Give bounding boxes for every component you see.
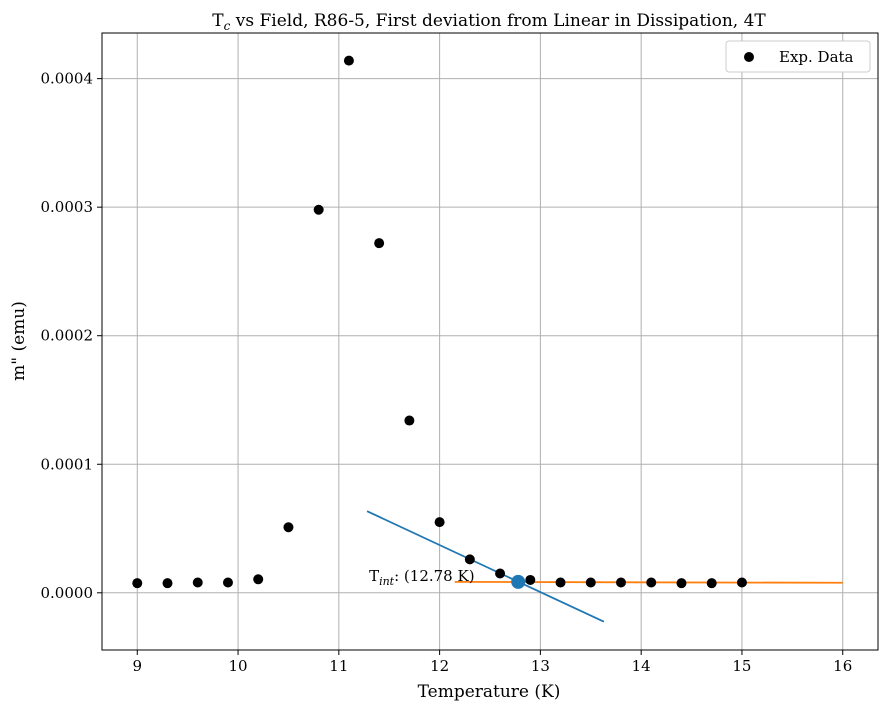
data-point <box>464 554 475 565</box>
data-point <box>555 577 566 588</box>
legend-label: Exp. Data <box>779 48 854 66</box>
data-point <box>676 578 687 589</box>
annotation-prefix: T <box>369 567 379 585</box>
y-tick-label: 0.0003 <box>41 198 94 216</box>
x-tick-label: 13 <box>531 657 550 675</box>
chart-title-subscript: c <box>224 19 231 33</box>
x-tick-label: 16 <box>833 657 852 675</box>
data-point <box>343 55 354 66</box>
data-point <box>313 204 324 215</box>
intersection-point <box>511 574 526 589</box>
data-point <box>434 517 445 528</box>
y-tick-label: 0.0000 <box>41 584 94 602</box>
plot-frame <box>101 32 879 651</box>
data-point <box>495 568 506 579</box>
data-point <box>162 578 173 589</box>
annotation-subscript: int <box>379 575 395 588</box>
data-point <box>132 578 143 589</box>
x-tick-label: 15 <box>732 657 751 675</box>
data-point <box>192 577 203 588</box>
data-point <box>585 577 596 588</box>
data-point <box>616 577 627 588</box>
data-point <box>374 238 385 249</box>
legend-box <box>725 40 871 73</box>
grid-lines <box>102 33 878 650</box>
data-point <box>253 574 264 585</box>
legend-marker <box>744 52 754 62</box>
x-tick-label: 14 <box>632 657 651 675</box>
fit-line-1 <box>366 510 605 623</box>
data-point <box>404 415 415 426</box>
axis-ticks: 9 10 11 12 13 14 15 16 0.0000 0.0001 0.0002 0.0003 0… <box>41 70 853 675</box>
data-point <box>736 577 747 588</box>
chart-title-prefix: T <box>212 11 224 31</box>
data-point <box>646 577 657 588</box>
intersection-annotation: Tint: (12.78 K) <box>369 567 475 588</box>
y-tick-label: 0.0004 <box>41 70 94 88</box>
x-tick-label: 9 <box>132 657 142 675</box>
annotation-suffix: : (12.78 K) <box>394 567 474 585</box>
data-point <box>525 574 536 585</box>
data-point <box>222 577 233 588</box>
legend: Exp. Data <box>725 40 871 73</box>
x-tick-label: 12 <box>430 657 449 675</box>
data-points <box>132 55 747 589</box>
y-axis-label: m" (emu) <box>9 301 29 381</box>
chart-title: Tc vs Field, R86-5, First deviation from… <box>212 11 766 33</box>
x-axis-label: Temperature (K) <box>418 682 561 702</box>
y-tick-label: 0.0002 <box>41 327 94 345</box>
x-tick-label: 10 <box>229 657 248 675</box>
chart-title-suffix: vs Field, R86-5, First deviation from Li… <box>230 11 766 31</box>
data-point <box>706 578 717 589</box>
x-tick-label: 11 <box>329 657 348 675</box>
data-point <box>283 522 294 533</box>
y-tick-label: 0.0001 <box>41 455 94 473</box>
